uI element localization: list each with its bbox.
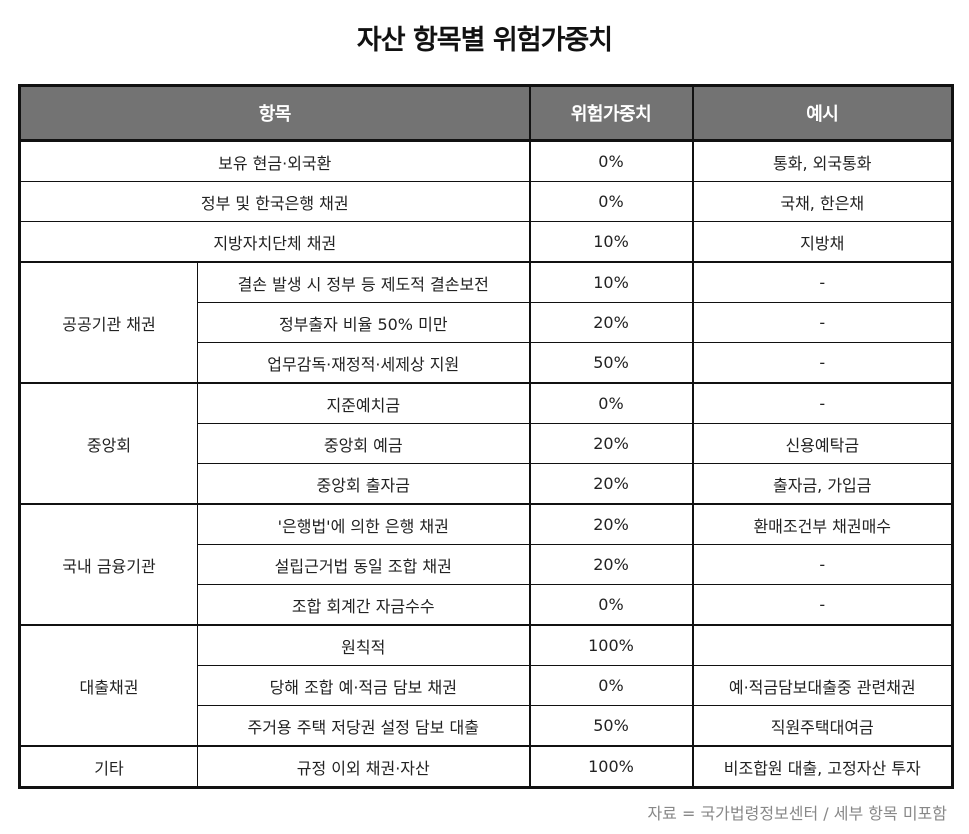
weight-cell: 20% [528,423,693,464]
weight-cell: 20% [528,302,693,343]
example-cell: - [691,382,953,424]
weight-cell: 0% [528,140,693,182]
item-cell: 지방자치단체 채권 [19,221,530,263]
item-cell: 업무감독·재정적·세제상 지원 [197,342,530,384]
table-row: 중앙회 지준예치금 0% - [19,382,953,505]
example-cell: - [691,584,953,626]
header-item: 항목 [18,84,531,142]
weight-cell: 10% [528,261,693,303]
header-weight: 위험가중치 [528,84,694,142]
table-row: 공공기관 채권 결손 발생 시 정부 등 제도적 결손보전 10% - [19,261,953,384]
example-cell: 출자금, 가입금 [691,463,953,505]
header-example: 예시 [691,84,954,142]
weight-cell: 50% [528,705,693,747]
item-cell: 보유 현금·외국환 [19,140,530,182]
group-label-domestic: 국내 금융기관 [19,503,198,626]
table-row: 중앙회 예금 20% 신용예탁금 [20,423,953,464]
example-cell: 직원주택대여금 [691,705,953,747]
risk-weight-table: 항목 위험가중치 예시 보유 현금·외국환 0% 통화, 외국통화 정부 및 한… [18,84,954,789]
weight-cell: 100% [528,624,693,666]
table-row: 지방자치단체 채권 10% 지방채 [19,221,953,263]
weight-cell: 20% [528,503,693,545]
group-label-central: 중앙회 [19,382,198,505]
item-cell: 중앙회 출자금 [197,463,530,505]
table-row: 주거용 주택 저당권 설정 담보 대출 50% 직원주택대여금 [20,705,953,747]
example-cell: - [691,544,953,585]
table-row: 대출채권 원칙적 100% [19,624,953,747]
example-cell: 지방채 [691,221,953,263]
table-row: 정부출자 비율 50% 미만 20% - [20,302,953,343]
weight-cell: 20% [528,544,693,585]
weight-cell: 50% [528,342,693,384]
example-cell: 국채, 한은채 [691,181,953,222]
table-row: 설립근거법 동일 조합 채권 20% - [20,544,953,585]
example-cell: - [691,302,953,343]
table-row: 보유 현금·외국환 0% 통화, 외국통화 [19,140,953,182]
group-label-public: 공공기관 채권 [19,261,198,384]
item-cell: 주거용 주택 저당권 설정 담보 대출 [197,705,530,747]
table-row: 기타 규정 이외 채권·자산 100% 비조합원 대출, 고정자산 투자 [19,745,953,788]
weight-cell: 0% [528,584,693,626]
table-row: 중앙회 출자금 20% 출자금, 가입금 [20,463,953,505]
item-cell: 규정 이외 채권·자산 [197,745,530,788]
item-cell: 지준예치금 [197,382,530,424]
weight-cell: 0% [528,382,693,424]
table-row: 정부 및 한국은행 채권 0% 국채, 한은채 [19,181,953,222]
example-cell: - [691,342,953,384]
weight-cell: 10% [528,221,693,263]
item-cell: 정부 및 한국은행 채권 [19,181,530,222]
weight-cell: 0% [528,181,693,222]
page-title: 자산 항목별 위험가중치 [356,25,613,56]
item-cell: 조합 회계간 자금수수 [197,584,530,626]
group-label-other: 기타 [19,745,198,788]
item-cell: '은행법'에 의한 은행 채권 [197,503,530,545]
table-row: 조합 회계간 자금수수 0% - [20,584,953,626]
example-cell: 통화, 외국통화 [691,140,953,182]
example-cell: 예·적금담보대출중 관련채권 [691,665,953,706]
group-label-loan: 대출채권 [19,624,198,747]
item-cell: 정부출자 비율 50% 미만 [197,302,530,343]
item-cell: 당해 조합 예·적금 담보 채권 [197,665,530,706]
table-header-row: 항목 위험가중치 예시 [18,84,954,142]
example-cell: 비조합원 대출, 고정자산 투자 [691,745,953,788]
item-cell: 결손 발생 시 정부 등 제도적 결손보전 [197,261,530,303]
example-cell: 신용예탁금 [691,423,953,464]
source-note: 자료 = 국가법령정보센터 / 세부 항목 미포함 [647,804,947,823]
example-cell [691,624,953,666]
example-cell: 환매조건부 채권매수 [691,503,953,545]
weight-cell: 20% [528,463,693,505]
example-cell: - [691,261,953,303]
item-cell: 원칙적 [197,624,530,666]
item-cell: 설립근거법 동일 조합 채권 [197,544,530,585]
item-cell: 중앙회 예금 [197,423,530,464]
weight-cell: 0% [528,665,693,706]
weight-cell: 100% [528,745,693,788]
table-row: 국내 금융기관 '은행법'에 의한 은행 채권 20% 환매조건부 채권매수 [19,503,953,626]
table-row: 당해 조합 예·적금 담보 채권 0% 예·적금담보대출중 관련채권 [20,665,953,706]
